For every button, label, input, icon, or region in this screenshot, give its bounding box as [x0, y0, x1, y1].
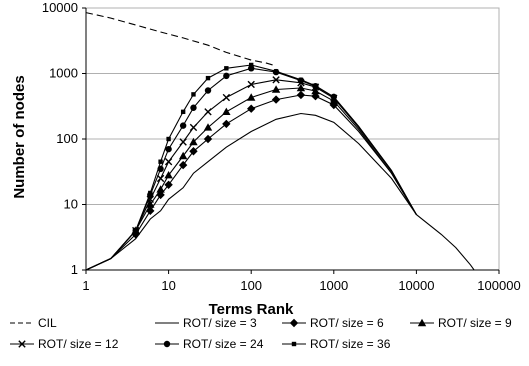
- data-point: [203, 123, 213, 131]
- data-point: [178, 151, 188, 160]
- legend: CIL ROT/ size = 3 ROT/ size = 6 ROT/ size =…: [10, 316, 512, 351]
- data-point: [271, 95, 281, 104]
- x-tick-label: 10: [161, 278, 175, 293]
- data-point: [298, 77, 304, 83]
- series-line: [85, 79, 417, 271]
- x-tick-label: 1000: [319, 278, 348, 293]
- data-point: [249, 62, 254, 68]
- data-point: [179, 122, 187, 129]
- data-point: [224, 66, 229, 71]
- legend-item: ROT/ size = 36: [282, 337, 391, 351]
- legend-marker: [291, 341, 297, 347]
- series-3: [85, 90, 417, 271]
- legend-item: CIL: [10, 316, 57, 330]
- series-layer: [85, 12, 487, 271]
- legend-label: ROT/ size = 12: [38, 337, 119, 351]
- x-tick-label: 10000: [398, 278, 434, 293]
- series-7: [85, 62, 417, 271]
- legend-label: ROT/ size = 36: [310, 337, 391, 351]
- legend-marker: [289, 318, 299, 328]
- data-point: [189, 137, 198, 146]
- data-point: [247, 104, 256, 113]
- data-point: [247, 93, 256, 101]
- y-tick-label: 100: [56, 131, 78, 146]
- legend-item: ROT/ size = 3: [155, 316, 257, 330]
- data-point: [165, 145, 172, 153]
- series-line: [85, 94, 417, 271]
- y-tick-label: 1000: [49, 66, 78, 81]
- data-point: [204, 108, 212, 116]
- data-point: [204, 87, 212, 94]
- data-point: [205, 75, 211, 81]
- series-line: [85, 64, 417, 271]
- axes: [82, 7, 500, 274]
- data-point: [189, 123, 198, 132]
- data-point: [146, 200, 155, 208]
- data-point: [311, 86, 320, 95]
- legend-marker: [163, 340, 171, 348]
- x-tick-label: 1: [82, 278, 89, 293]
- data-point: [158, 159, 163, 164]
- series-line: [85, 87, 417, 271]
- data-point: [223, 72, 230, 80]
- series-2: [85, 112, 487, 271]
- legend-label: ROT/ size = 24: [183, 337, 264, 351]
- series-1: [85, 12, 277, 67]
- legend-label: ROT/ size = 9: [438, 316, 512, 330]
- data-point: [271, 85, 281, 93]
- tick-labels: 1 10 100 1000 10000 1 10 100 1000 10000 100000: [42, 0, 521, 293]
- data-point: [203, 134, 213, 144]
- y-tick-label: 10: [64, 197, 78, 212]
- data-point: [222, 119, 231, 129]
- legend-item: ROT/ size = 12: [10, 337, 119, 351]
- data-point: [222, 107, 231, 116]
- x-tick-label: 100000: [477, 278, 520, 293]
- legend-label: ROT/ size = 3: [183, 316, 257, 330]
- data-point: [156, 185, 165, 193]
- y-tick-label: 1: [71, 262, 78, 277]
- data-point: [296, 83, 306, 92]
- data-point: [313, 83, 318, 88]
- data-point: [272, 76, 280, 84]
- legend-item: ROT/ size = 9: [410, 316, 512, 330]
- y-axis-title: Number of nodes: [11, 75, 28, 198]
- data-point: [191, 92, 196, 97]
- data-point: [222, 93, 231, 102]
- data-point: [329, 96, 338, 105]
- data-point: [164, 180, 173, 189]
- data-point: [247, 80, 255, 89]
- data-point: [180, 109, 186, 115]
- legend-marker: [417, 318, 427, 327]
- data-point: [156, 174, 165, 183]
- series-line: [85, 12, 277, 67]
- legend-marker: [18, 340, 26, 348]
- legend-item: ROT/ size = 24: [155, 337, 264, 351]
- x-axis-title: Terms Rank: [209, 301, 294, 318]
- data-point: [296, 90, 306, 100]
- data-point: [273, 69, 279, 74]
- data-point: [190, 104, 197, 111]
- legend-label: CIL: [38, 316, 57, 330]
- data-point: [148, 190, 153, 196]
- data-point: [166, 136, 171, 142]
- data-point: [179, 138, 187, 146]
- legend-label: ROT/ size = 6: [310, 316, 384, 330]
- data-point: [164, 158, 173, 166]
- data-point: [178, 160, 188, 170]
- data-point: [133, 228, 138, 233]
- series-line: [85, 112, 487, 271]
- data-point: [189, 147, 198, 156]
- data-point: [331, 94, 336, 100]
- legend-item: ROT/ size = 6: [282, 316, 384, 330]
- x-tick-label: 100: [240, 278, 262, 293]
- data-point: [164, 171, 173, 179]
- y-tick-label: 10000: [42, 0, 78, 15]
